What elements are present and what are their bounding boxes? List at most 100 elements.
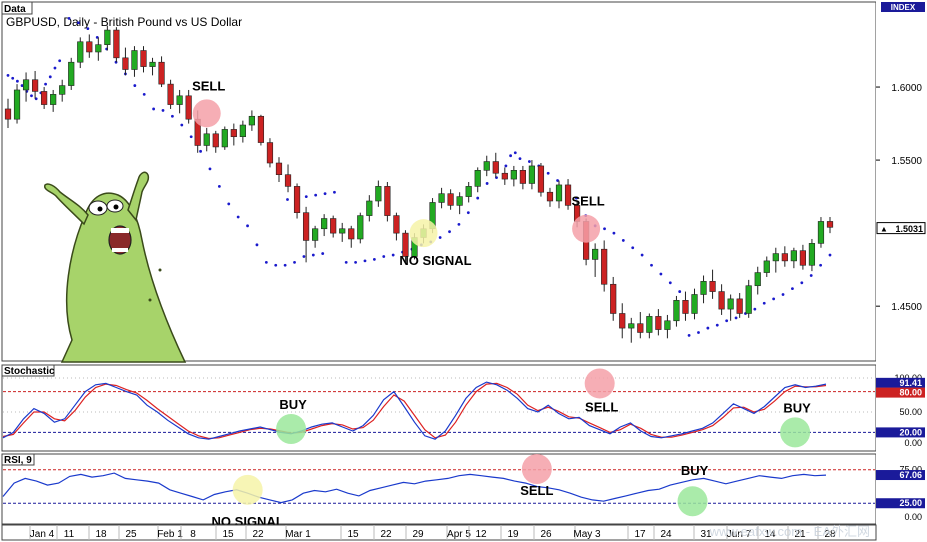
bearish-candle-body [546, 191, 554, 202]
bearish-candle-body [781, 253, 788, 262]
candle [808, 238, 816, 272]
sell-signal-label: SELL [585, 399, 618, 414]
sar-dot [142, 92, 146, 96]
svg-text:▲: ▲ [880, 225, 888, 234]
sar-dot [706, 326, 710, 330]
bullish-candle-body [673, 300, 680, 322]
sar-dot [321, 252, 325, 255]
bullish-candle-body [131, 50, 138, 70]
sell-signal-marker [192, 99, 221, 128]
sar-dot [48, 75, 52, 79]
bearish-candle-body [122, 57, 129, 70]
date-tick-label: 25 [125, 529, 137, 540]
candle [68, 57, 75, 90]
bearish-candle-body [31, 79, 39, 92]
date-tick-label: May 3 [573, 529, 601, 540]
candle [113, 27, 120, 63]
bearish-candle-body [682, 300, 689, 314]
sar-dot [133, 84, 137, 87]
sar-dot [668, 281, 672, 285]
candle [339, 222, 346, 242]
bearish-candle-body [799, 250, 807, 266]
candle [664, 314, 671, 339]
candle [248, 110, 255, 131]
candle [736, 293, 743, 318]
candle [492, 152, 499, 178]
candle [384, 182, 391, 222]
date-tick-label: 28 [824, 529, 836, 540]
candle [375, 180, 382, 207]
bearish-candle-body [284, 174, 292, 187]
bearish-candle-body [257, 115, 265, 143]
price-tick: 1.5500 [891, 156, 922, 167]
sar-dot [236, 215, 240, 219]
bearish-candle-body [537, 165, 545, 193]
bullish-candle-body [727, 298, 734, 310]
sell-signal-marker [572, 214, 601, 243]
candle [13, 84, 21, 124]
candle [402, 230, 409, 263]
candle [456, 192, 463, 215]
sar-dot [631, 246, 635, 250]
bullish-candle-body [664, 320, 671, 330]
bullish-candle-body [50, 94, 57, 105]
date-tick-label: 11 [64, 529, 75, 540]
sar-dot [30, 94, 33, 98]
candle [555, 180, 563, 209]
sar-dot [304, 195, 308, 199]
sar-dot [77, 21, 80, 25]
bearish-candle-body [4, 108, 12, 120]
stochastic-oversold-level: 20.00 [899, 427, 922, 437]
sar-dot [391, 253, 395, 257]
bullish-candle-body [754, 272, 761, 287]
candle [122, 47, 129, 76]
date-tick-label: 21 [794, 529, 806, 540]
bullish-candle-body [59, 85, 66, 95]
candle [474, 167, 481, 193]
bullish-candle-body [465, 186, 472, 197]
date-tick-label: Mar 1 [285, 529, 311, 540]
candle [709, 269, 716, 299]
sar-dot [180, 123, 184, 127]
sar-dot [199, 149, 202, 153]
sar-dot [781, 293, 785, 296]
bullish-candle-body [366, 200, 373, 216]
candle [366, 195, 373, 222]
sar-dot [314, 193, 318, 197]
rsi-series [2, 472, 827, 504]
sar-dot [556, 179, 559, 182]
candle [393, 212, 400, 241]
candle [239, 120, 246, 143]
sar-dot [612, 231, 616, 235]
bullish-candle-body [248, 115, 255, 126]
sar-dot [363, 259, 367, 263]
sar-dot [640, 253, 644, 257]
sar-dot [678, 290, 682, 293]
rsi-oversold-level: 25.00 [899, 498, 922, 508]
candle [302, 206, 310, 263]
stochastic-level-lines [3, 377, 875, 433]
bullish-candle-body [628, 323, 635, 329]
sar-dot [762, 301, 766, 305]
buy-signal-label: BUY [783, 400, 811, 415]
sar-dot [255, 243, 259, 247]
bullish-candle-body [375, 186, 382, 202]
candle [790, 247, 797, 269]
bearish-candle-body [158, 61, 165, 85]
sar-dot [650, 263, 653, 267]
price-tick: 1.6000 [891, 83, 922, 94]
bullish-candle-body [221, 129, 228, 148]
sar-dot [513, 151, 517, 155]
bearish-candle-body [230, 129, 237, 138]
bearish-candle-body [718, 291, 725, 310]
no-signal-marker [409, 219, 438, 248]
candle [4, 98, 12, 128]
sar-dot [546, 171, 550, 175]
candle [266, 138, 274, 168]
bullish-candle-body [772, 253, 779, 262]
bearish-candle-body [447, 193, 454, 206]
sar-dot [372, 258, 376, 261]
sar-dot [509, 154, 512, 158]
bullish-candle-body [104, 29, 111, 45]
candle [727, 294, 734, 321]
